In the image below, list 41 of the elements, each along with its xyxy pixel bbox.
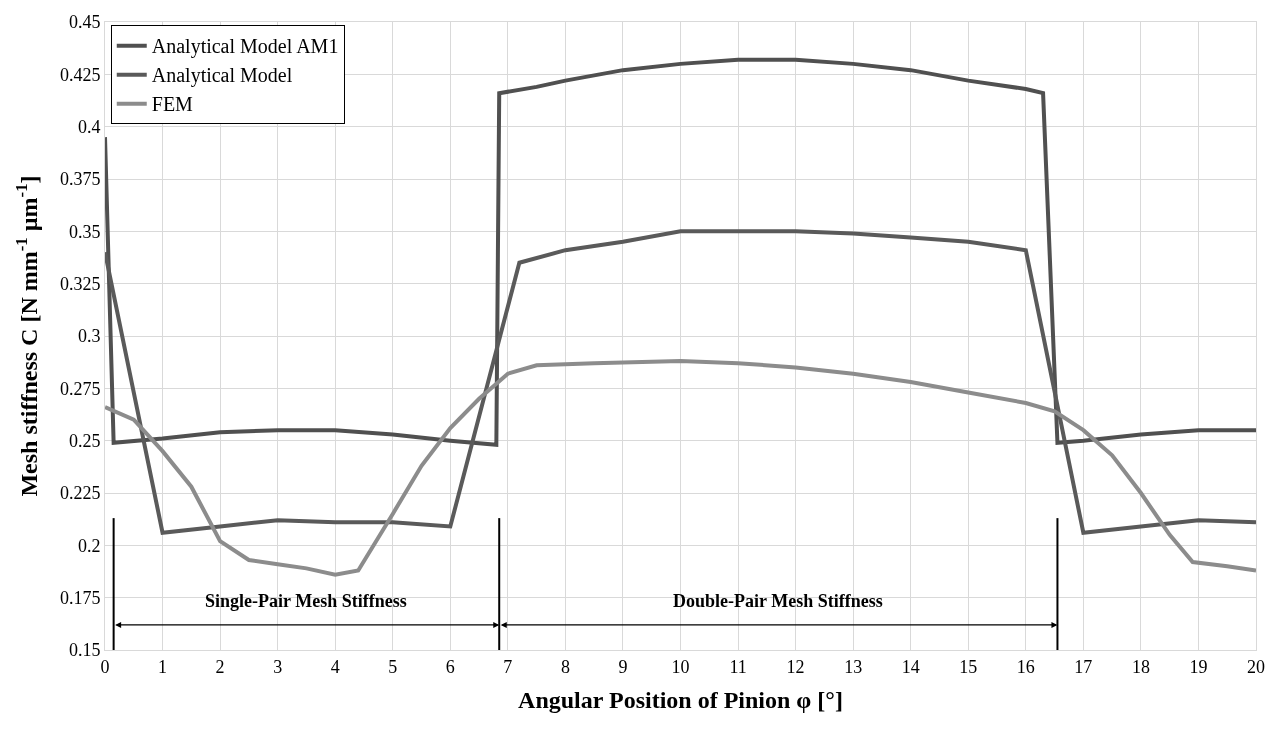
- y-tick-label: 0.35: [68, 221, 101, 242]
- x-tick-label: 10: [671, 656, 690, 677]
- y-tick-label: 0.15: [68, 640, 101, 661]
- y-tick-label: 0.325: [59, 273, 101, 294]
- line-series: [105, 359, 1256, 577]
- y-tick-label: 0.425: [59, 64, 101, 85]
- x-tick-label: 9: [618, 656, 628, 677]
- y-tick-label: 0.2: [77, 535, 101, 556]
- x-tick-label: 5: [388, 656, 398, 677]
- legend-label: Analytical Model AM1: [151, 35, 339, 59]
- x-tick-label: 1: [158, 656, 168, 677]
- x-tick-label: 4: [330, 656, 340, 677]
- x-tick-label: 3: [273, 656, 283, 677]
- x-tick-label: 14: [901, 656, 920, 677]
- x-tick-label: 19: [1189, 656, 1208, 677]
- x-axis-title: Angular Position of Pinion φ [°]: [518, 686, 843, 713]
- x-tick-label: 11: [729, 656, 747, 677]
- x-tick-label: 17: [1074, 656, 1093, 677]
- y-tick-label: 0.225: [59, 483, 101, 504]
- y-tick-label: 0.4: [77, 116, 101, 137]
- y-tick-label: 0.3: [77, 326, 101, 347]
- y-tick-label: 0.25: [68, 430, 101, 451]
- annotation: Double-Pair Mesh Stiffness: [673, 591, 883, 611]
- x-tick-label: 15: [959, 656, 978, 677]
- annotation: Single-Pair Mesh Stiffness: [205, 591, 407, 611]
- x-tick-label: 6: [445, 656, 455, 677]
- y-tick-label: 0.375: [59, 169, 101, 190]
- x-tick-label: 12: [786, 656, 805, 677]
- x-tick-label: 8: [560, 656, 570, 677]
- y-tick-label: 0.175: [59, 587, 101, 608]
- x-tick-label: 7: [503, 656, 513, 677]
- x-tick-label: 2: [215, 656, 225, 677]
- x-tick-label: 16: [1016, 656, 1035, 677]
- x-tick-label: 0: [100, 656, 110, 677]
- legend-label: Analytical Model: [151, 64, 293, 88]
- x-tick-label: 13: [844, 656, 863, 677]
- x-tick-label: 20: [1247, 656, 1265, 677]
- legend-label: FEM: [151, 93, 194, 116]
- y-tick-label: 0.275: [59, 378, 101, 399]
- y-tick-label: 0.45: [68, 12, 101, 33]
- x-tick-label: 18: [1131, 656, 1150, 677]
